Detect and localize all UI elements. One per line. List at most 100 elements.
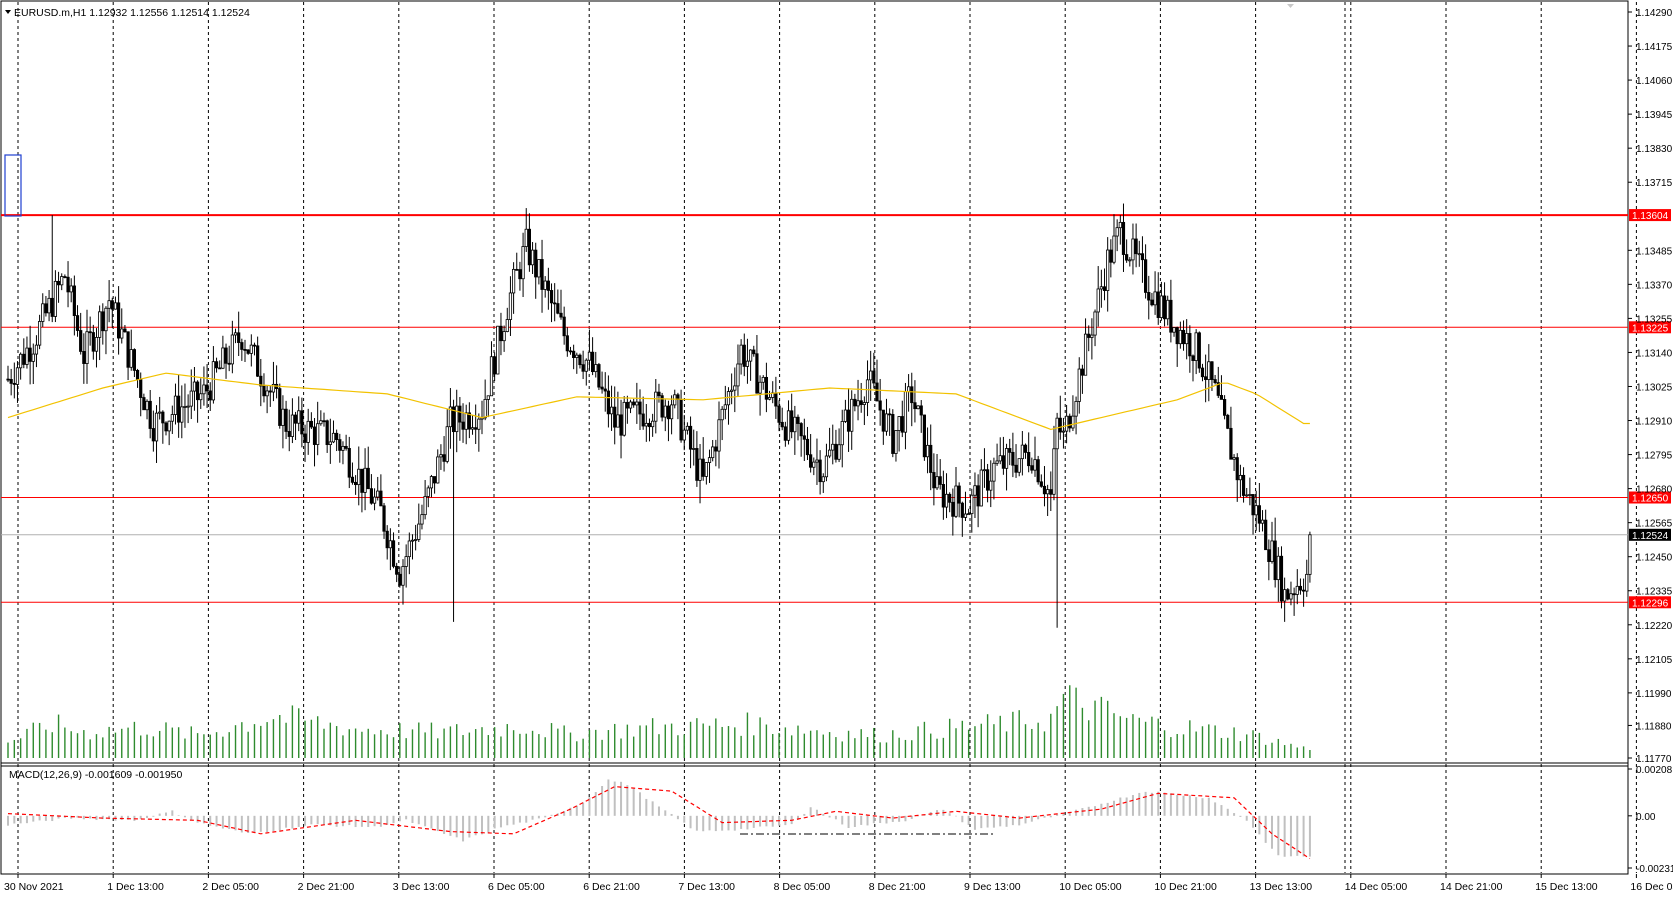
macd-hist-bar [1207, 797, 1210, 816]
candle-body [224, 347, 228, 364]
volume-bar [13, 739, 16, 758]
volume-bar [184, 738, 186, 758]
candle-body [1058, 417, 1062, 433]
candle-body [534, 249, 538, 278]
candle-body [932, 472, 936, 489]
macd-hist-bar [752, 815, 755, 828]
candle-body [986, 469, 990, 491]
macd-hist-bar [247, 815, 250, 833]
volume-bar [95, 734, 98, 758]
volume-bar [348, 729, 350, 758]
candle-body [1273, 540, 1277, 581]
macd-hist-bar [841, 815, 844, 825]
candle-body [638, 401, 642, 415]
chart-menu-arrow-icon[interactable] [5, 10, 11, 14]
volume-bar [266, 722, 268, 758]
candle-body [50, 297, 54, 317]
macd-hist-bar [310, 815, 313, 825]
candle-body [543, 280, 547, 290]
time-label: 2 Dec 21:00 [298, 881, 355, 893]
macd-hist-bar [1138, 792, 1141, 816]
chart-shift-marker-icon[interactable] [1287, 4, 1294, 8]
macd-hist-bar [1182, 795, 1185, 816]
volume-bar [563, 725, 565, 758]
price-tick-label: 1.14060 [1636, 76, 1673, 87]
macd-hist-bar [1100, 803, 1103, 816]
candle-body [145, 400, 149, 411]
macd-hist-bar [417, 815, 420, 825]
candle-body [1027, 451, 1031, 467]
candle-body [303, 433, 307, 443]
volume-bar [247, 731, 249, 758]
candle-body [25, 347, 29, 365]
macd-hist-bar [70, 815, 73, 819]
candle-body [312, 426, 317, 445]
candle-body [938, 476, 942, 485]
volume-bar [1220, 737, 1223, 758]
volume-bar [898, 737, 900, 758]
volume-bar [222, 736, 224, 758]
macd-hist-bar [575, 805, 578, 816]
price-tick-label: 1.13370 [1636, 280, 1673, 291]
candle-body [628, 401, 633, 409]
macd-hist-bar [815, 809, 818, 816]
candle-body [1191, 355, 1195, 361]
volume-bar [102, 737, 104, 758]
volume-bar [930, 733, 932, 758]
volume-bar [19, 738, 22, 758]
horizontal-levels[interactable]: 1.13604 1.13225 1.12650 1.12296 [1, 209, 1671, 609]
candle-body [1039, 481, 1043, 487]
macd-hist-bar [1233, 813, 1236, 816]
candle-body [922, 414, 927, 458]
macd-hist-bar [177, 815, 180, 816]
macd-hist-bar [797, 815, 799, 820]
candle-body [749, 349, 753, 362]
candle-body [470, 427, 475, 430]
candle-body [862, 402, 866, 405]
volume-bar [1050, 713, 1052, 758]
candle-body [12, 382, 16, 385]
macd-hist-bar [1037, 815, 1040, 820]
candle-body [22, 353, 26, 365]
selection-rectangle[interactable] [4, 154, 22, 217]
volume-bar [632, 736, 635, 758]
candle-body [1159, 295, 1163, 318]
volume-bar [1056, 706, 1058, 758]
macd-hist-bar [822, 813, 825, 816]
macd-hist-bar [860, 815, 863, 825]
volume-bar [506, 724, 508, 758]
candle-body [1166, 299, 1170, 320]
volume-bar [1233, 727, 1235, 758]
candle-body [1014, 464, 1018, 473]
macd-hist-bar [1056, 814, 1059, 816]
candle-body [357, 468, 361, 486]
candle-body [398, 573, 402, 586]
level-label-bg [1629, 209, 1671, 222]
volume-bar [260, 725, 262, 758]
volume-bar [1271, 742, 1273, 758]
candle-body [688, 425, 693, 450]
candle-body [530, 249, 535, 266]
candle-body [202, 384, 206, 395]
macd-hist-bar [329, 815, 332, 826]
volume-bar [1132, 714, 1134, 758]
candle-body [489, 356, 494, 397]
volume-bar [784, 727, 787, 758]
candle-body [1298, 585, 1303, 591]
macd-hist-bar [386, 815, 389, 825]
candle-body [208, 390, 212, 401]
candle-body [666, 405, 671, 420]
volume-bar [917, 726, 919, 758]
candle-body [919, 405, 923, 416]
volume-bar [911, 740, 913, 758]
candle-body [256, 345, 260, 377]
macd-hist-bar [335, 815, 338, 827]
candle-body [1042, 485, 1047, 495]
volume-bar [974, 726, 976, 758]
candle-body [154, 412, 159, 442]
volume-bar [1290, 743, 1292, 758]
macd-hist-bar [1169, 793, 1172, 816]
macd-hist-bar [51, 815, 54, 822]
